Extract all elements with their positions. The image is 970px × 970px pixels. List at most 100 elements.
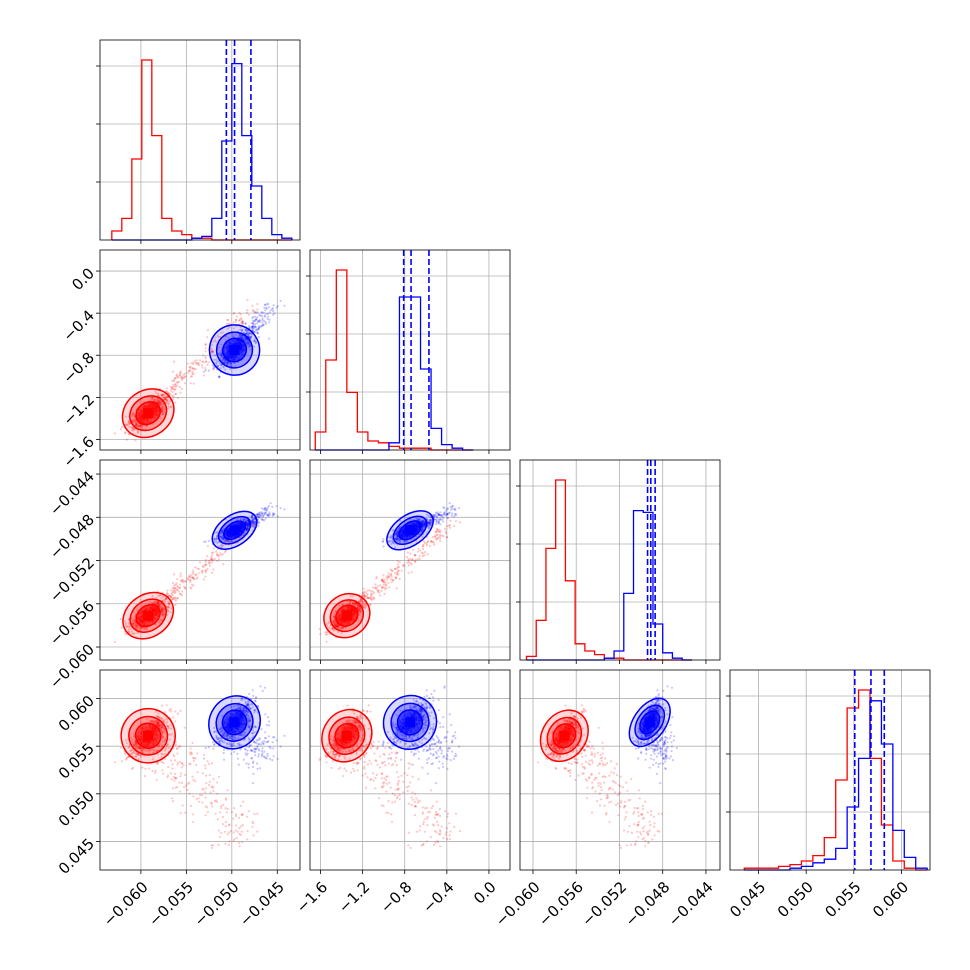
red-point (367, 597, 370, 600)
red-point (132, 413, 135, 416)
red-point (252, 524, 255, 527)
red-point (241, 321, 244, 324)
blue-point (257, 327, 260, 330)
red-point (210, 571, 214, 575)
blue-point (251, 325, 254, 328)
blue-point (215, 362, 218, 365)
blue-point (245, 527, 248, 530)
red-point (145, 424, 149, 427)
red-point (433, 535, 436, 538)
blue-point (245, 338, 248, 341)
red-point (251, 321, 254, 324)
blue-point (248, 332, 251, 335)
red-point (233, 327, 236, 330)
red-point (337, 625, 340, 628)
red-point (396, 563, 400, 566)
red-point (349, 600, 352, 603)
red-point (184, 372, 187, 375)
blue-point (271, 307, 274, 310)
blue-point (265, 507, 268, 510)
blue-point (259, 320, 262, 323)
blue-point (240, 336, 243, 339)
blue-point (216, 531, 219, 534)
red-point (153, 601, 156, 604)
blue-point (249, 335, 252, 338)
blue-point (251, 516, 254, 520)
blue-point (267, 514, 270, 517)
red-point (178, 374, 181, 377)
blue-point (218, 375, 221, 379)
red-point (133, 615, 136, 619)
red-point (398, 577, 401, 581)
red-point (379, 584, 382, 587)
red-point (429, 540, 432, 543)
red-point (165, 396, 169, 399)
red-point (434, 530, 437, 533)
red-point (238, 318, 241, 321)
red-point (176, 578, 179, 581)
red-point (160, 619, 163, 622)
red-point (216, 552, 219, 555)
blue-point (243, 340, 246, 343)
blue-point (258, 521, 261, 524)
red-point (160, 612, 163, 615)
red-point (163, 411, 166, 414)
red-point (160, 394, 163, 397)
blue-point (245, 524, 248, 527)
red-point (385, 576, 388, 579)
red-point (156, 398, 159, 401)
red-point (192, 571, 195, 574)
red-point (194, 566, 197, 569)
blue-point (258, 320, 261, 323)
red-point (173, 587, 177, 590)
red-point (422, 547, 425, 551)
blue-point (238, 335, 242, 338)
red-point (161, 410, 164, 413)
red-point (388, 586, 391, 589)
red-point (124, 415, 128, 418)
red-point (124, 423, 127, 426)
blue-point (255, 318, 258, 321)
red-point (351, 602, 354, 606)
red-point (372, 591, 375, 595)
blue-point (247, 522, 251, 525)
red-point (194, 573, 197, 577)
red-point (446, 536, 449, 539)
blue-point (245, 528, 248, 531)
red-point (383, 586, 386, 589)
blue-point (254, 319, 257, 323)
blue-point (213, 540, 216, 544)
red-point (221, 544, 224, 548)
blue-point (226, 362, 229, 366)
red-point (242, 533, 245, 537)
red-point (136, 423, 139, 426)
blue-point (266, 506, 269, 509)
red-point (357, 607, 360, 610)
red-point (238, 312, 241, 315)
blue-point (216, 541, 219, 545)
red-point (225, 322, 229, 325)
red-point (167, 603, 170, 606)
red-point (156, 601, 159, 605)
blue-point (215, 538, 218, 541)
blue-point (261, 318, 264, 322)
red-point (174, 583, 177, 586)
red-point (169, 405, 172, 408)
red-point (204, 367, 207, 370)
blue-point (244, 521, 247, 524)
blue-point (245, 521, 248, 524)
red-point (432, 543, 436, 546)
red-point (215, 340, 218, 343)
blue-point (242, 337, 245, 340)
red-point (183, 376, 186, 379)
red-point (194, 360, 197, 363)
red-point (240, 322, 243, 325)
red-point (374, 583, 377, 586)
blue-point (241, 320, 244, 323)
red-point (247, 313, 250, 316)
blue-point (279, 299, 282, 302)
red-point (241, 323, 244, 326)
red-point (161, 608, 164, 611)
red-point (339, 627, 342, 630)
blue-point (382, 537, 385, 541)
